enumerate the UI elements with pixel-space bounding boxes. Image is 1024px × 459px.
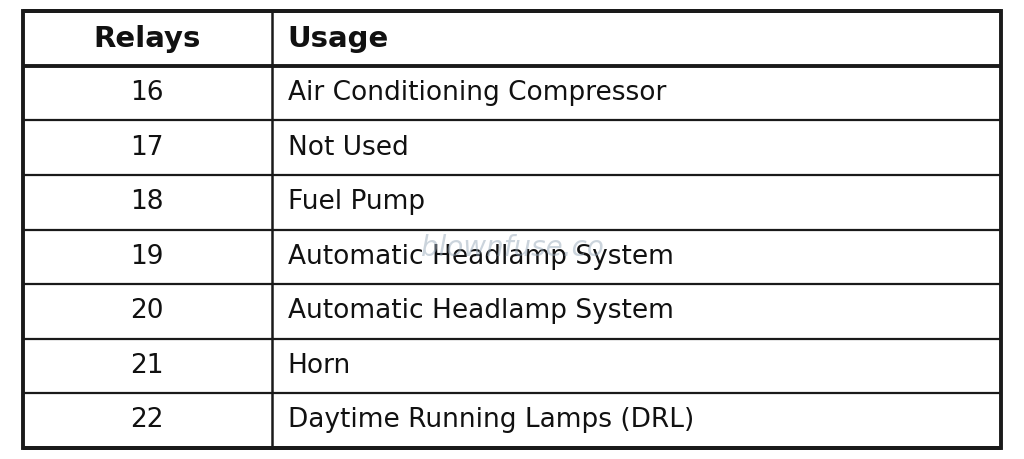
Text: Usage: Usage [288,25,389,53]
Bar [272,284,1001,339]
Text: Daytime Running Lamps (DRL): Daytime Running Lamps (DRL) [288,407,694,433]
Bar [23,66,272,120]
Text: Automatic Headlamp System: Automatic Headlamp System [288,244,674,270]
Text: Automatic Headlamp System: Automatic Headlamp System [288,298,674,324]
Bar [272,338,1001,393]
Bar [23,284,272,339]
Text: Fuel Pump: Fuel Pump [288,189,425,215]
Text: 20: 20 [131,298,164,324]
Text: 17: 17 [131,135,164,161]
Bar [272,120,1001,175]
Bar [23,11,272,66]
Text: 21: 21 [131,353,164,379]
Text: blownfuse.co: blownfuse.co [421,234,603,262]
Text: Not Used: Not Used [288,135,409,161]
Bar [272,175,1001,230]
Bar [23,230,272,284]
Bar [23,120,272,175]
Text: Relays: Relays [93,25,201,53]
Bar [23,393,272,448]
Text: 19: 19 [131,244,164,270]
Bar [272,11,1001,66]
Bar [23,338,272,393]
Text: 16: 16 [131,80,164,106]
Text: 18: 18 [131,189,164,215]
Bar [272,230,1001,284]
Text: Horn: Horn [288,353,351,379]
Text: 22: 22 [131,407,164,433]
Text: Air Conditioning Compressor: Air Conditioning Compressor [288,80,666,106]
Bar [272,393,1001,448]
Bar [23,175,272,230]
Bar [272,66,1001,120]
